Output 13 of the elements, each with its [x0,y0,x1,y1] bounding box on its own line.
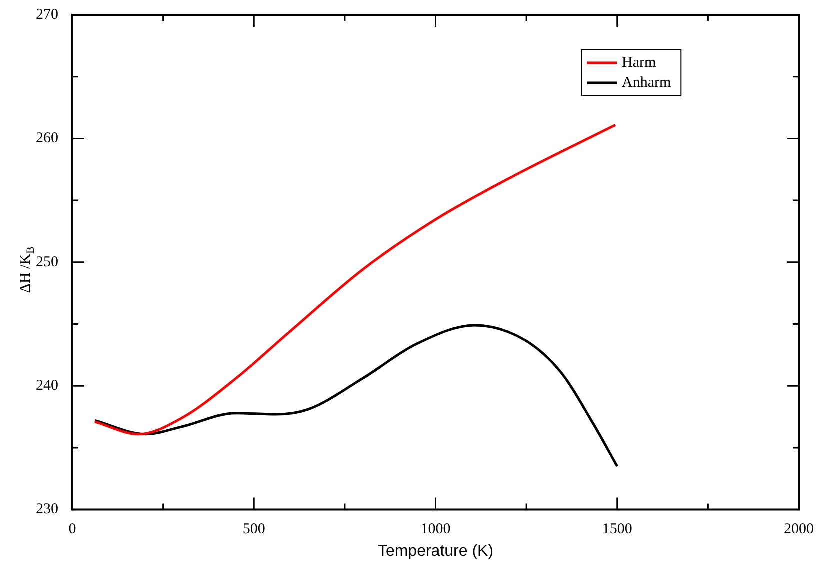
x-tick-label: 1000 [420,522,451,538]
x-tick-label: 2000 [784,522,814,538]
y-tick-label: 240 [36,378,58,394]
legend-label: Anharm [622,74,672,91]
y-tick-label: 270 [36,6,58,23]
y-tick-label: 260 [36,130,58,147]
y-tick-label: 230 [36,502,58,518]
x-tick-label: 1500 [602,522,632,538]
x-axis-title: Temperature (K) [378,542,494,560]
x-tick-label: 0 [68,522,76,538]
legend-label: Harm [622,54,656,71]
x-tick-label: 500 [242,522,266,538]
y-tick-label: 250 [36,254,58,270]
